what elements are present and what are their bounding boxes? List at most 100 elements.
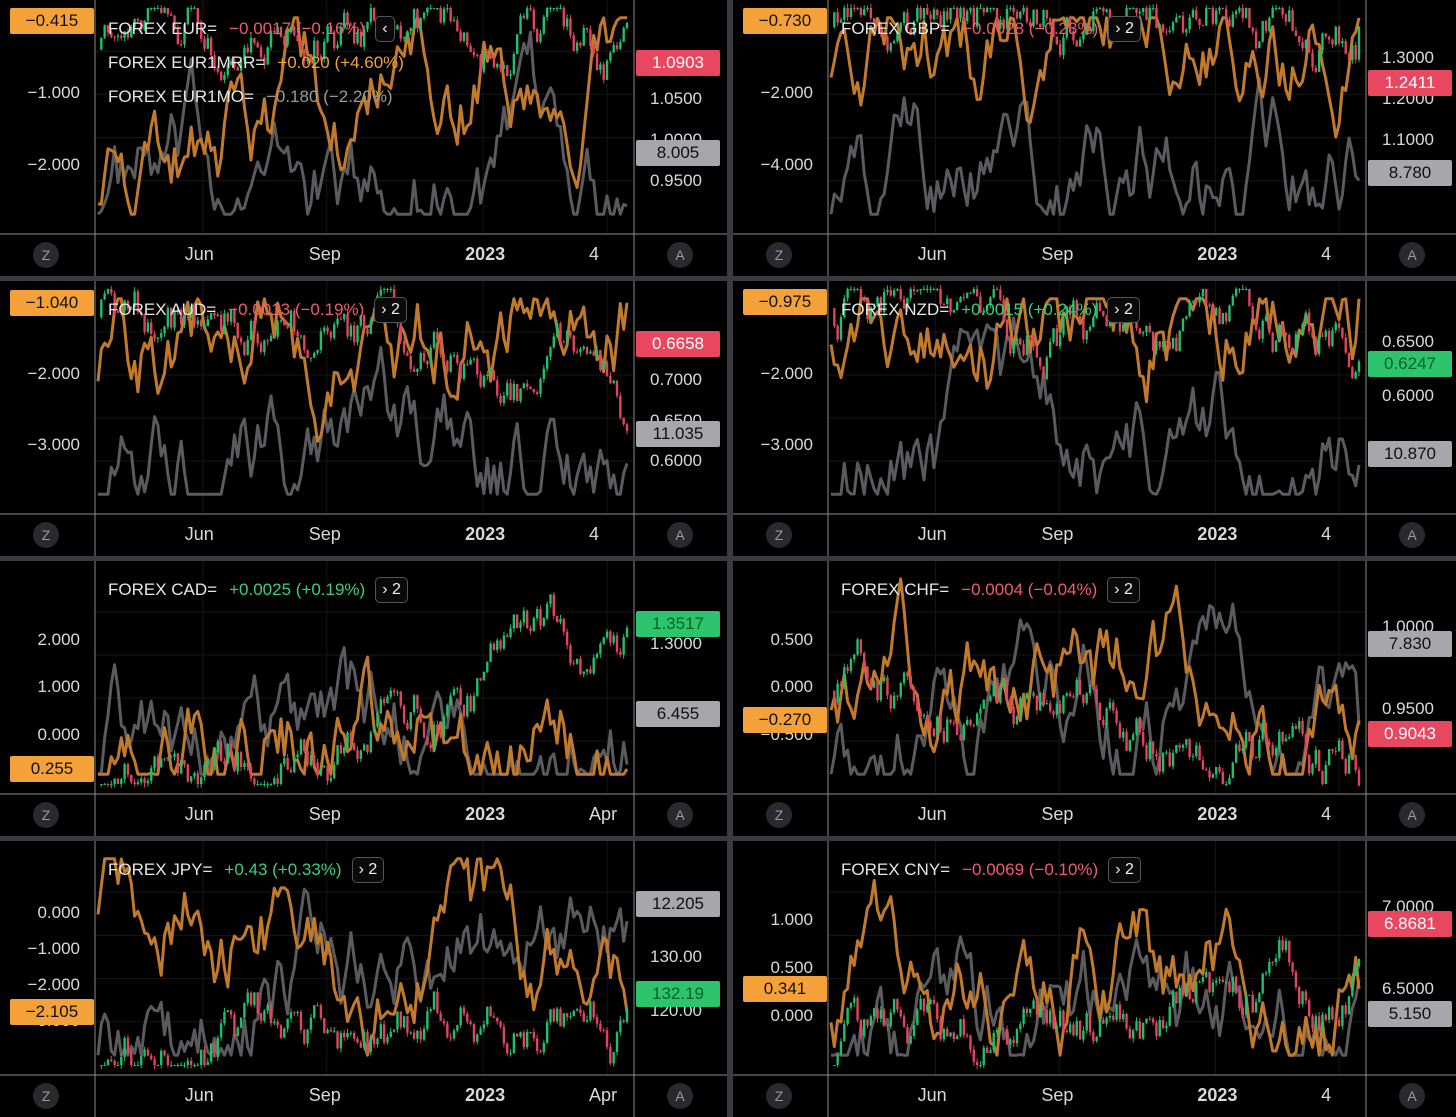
candle-body bbox=[1039, 692, 1042, 711]
candle-body bbox=[486, 661, 489, 672]
left-axis-mode-button[interactable]: Z bbox=[766, 802, 792, 828]
candle-body bbox=[1045, 1010, 1049, 1024]
expand-legend-button[interactable]: › 2 bbox=[1108, 16, 1141, 42]
candle-body bbox=[409, 712, 412, 729]
right-axis-auto-button[interactable]: A bbox=[1399, 1083, 1425, 1109]
candle-body bbox=[896, 31, 899, 42]
x-tick-label: 2023 bbox=[465, 524, 506, 544]
candle-body bbox=[382, 289, 386, 290]
collapse-legend-button[interactable]: ‹ bbox=[375, 16, 395, 42]
candle-body bbox=[989, 1050, 992, 1053]
right-axis-auto-button[interactable]: A bbox=[1399, 522, 1425, 548]
gray-price-tag: 11.035 bbox=[636, 421, 720, 447]
symbol-change: −0.0013 (−0.19%) bbox=[228, 300, 365, 319]
right-axis-auto-button[interactable]: A bbox=[667, 1083, 693, 1109]
legend-row[interactable]: FOREX EUR= −0.0017 (−0.16%) ‹ bbox=[108, 12, 414, 46]
candle-body bbox=[426, 737, 429, 745]
candle-body bbox=[1298, 721, 1301, 729]
candle-body bbox=[1088, 326, 1092, 331]
expand-legend-button[interactable]: › 2 bbox=[1108, 857, 1141, 883]
chart-pane[interactable]: 1.000 0.500 0.000 7.0000 6.5000 Jun Sep 2023 4 Z A… bbox=[733, 841, 1456, 1117]
legend-row[interactable]: FOREX GBP= −0.0028 (−0.23%) › 2 bbox=[841, 12, 1141, 46]
left-axis-mode-button[interactable]: Z bbox=[33, 1083, 59, 1109]
chart-pane[interactable]: 2.000 1.000 0.000 1.3000 Jun Sep 2023 Apr Z A 0.25… bbox=[0, 561, 727, 836]
candle-body bbox=[866, 1019, 869, 1026]
legend-row[interactable]: FOREX CAD= +0.0025 (+0.19%) › 2 bbox=[108, 573, 408, 607]
x-tick-label: Jun bbox=[184, 244, 214, 264]
left-axis-mode-button[interactable]: Z bbox=[33, 522, 59, 548]
candle-body bbox=[249, 992, 253, 1005]
right-axis-auto-button[interactable]: A bbox=[667, 802, 693, 828]
candle-body bbox=[582, 671, 585, 675]
right-axis-auto-button[interactable]: A bbox=[1399, 242, 1425, 268]
candle-body bbox=[856, 639, 859, 655]
chart-pane[interactable]: −2.000−4.0001.30001.20001.10001.0000JunS… bbox=[733, 0, 1456, 276]
candle-body bbox=[1211, 305, 1215, 316]
candle-body bbox=[516, 1033, 519, 1037]
legend-row[interactable]: FOREX EUR1MRR= +0.020 (+4.60%) bbox=[108, 46, 414, 80]
legend-row[interactable]: FOREX EUR1MO= −0.180 (−2.20%) bbox=[108, 80, 414, 114]
candle-body bbox=[133, 291, 136, 308]
candle-body bbox=[849, 659, 853, 672]
candle-body bbox=[902, 12, 906, 23]
candle-body bbox=[959, 8, 962, 19]
candle-body bbox=[1145, 325, 1148, 333]
right-axis-auto-button[interactable]: A bbox=[667, 242, 693, 268]
candle-body bbox=[1307, 39, 1311, 53]
candle-body bbox=[949, 298, 952, 313]
candle-body bbox=[1274, 8, 1278, 9]
legend-row[interactable]: FOREX AUD= −0.0013 (−0.19%) › 2 bbox=[108, 293, 407, 327]
candle-body bbox=[333, 31, 336, 49]
legend-row[interactable]: FOREX CHF= −0.0004 (−0.04%) › 2 bbox=[841, 573, 1140, 607]
candle-body bbox=[349, 1032, 353, 1034]
candle-body bbox=[399, 323, 402, 341]
candle-body bbox=[1105, 9, 1108, 12]
candle-body bbox=[226, 313, 229, 322]
right-axis-auto-button[interactable]: A bbox=[1399, 802, 1425, 828]
expand-legend-button[interactable]: › 2 bbox=[1107, 297, 1140, 323]
candle-body bbox=[333, 764, 336, 778]
candle-body bbox=[916, 8, 919, 22]
candle-body bbox=[1088, 1013, 1092, 1033]
candle-body bbox=[229, 1010, 233, 1015]
candle-body bbox=[279, 1025, 283, 1038]
candle-body bbox=[1165, 341, 1168, 343]
legend-row[interactable]: FOREX JPY= +0.43 (+0.33%) › 2 bbox=[108, 853, 385, 887]
expand-legend-button[interactable]: › 2 bbox=[1107, 577, 1140, 603]
chart-pane[interactable]: −2.000−3.0000.75000.70000.65000.6000JunS… bbox=[0, 281, 727, 556]
candle-body bbox=[846, 8, 849, 18]
expand-legend-button[interactable]: › 2 bbox=[374, 297, 407, 323]
candle-body bbox=[219, 741, 223, 762]
legend-row[interactable]: FOREX NZD= +0.0015 (+0.24%) › 2 bbox=[841, 293, 1140, 327]
chart-pane[interactable]: −2.000−3.0000.65000.60000.5500JunSep2023… bbox=[733, 281, 1456, 556]
candle-body bbox=[189, 1060, 193, 1065]
right-axis-auto-button[interactable]: A bbox=[667, 522, 693, 548]
candle-body bbox=[625, 22, 629, 28]
legend-row[interactable]: FOREX CNY= −0.0069 (−0.10%) › 2 bbox=[841, 853, 1141, 887]
chart-pane[interactable]: 0.000−1.000−2.000−3.000140.00130.00120.0… bbox=[0, 841, 727, 1117]
left-axis-mode-button[interactable]: Z bbox=[33, 802, 59, 828]
left-axis-mode-button[interactable]: Z bbox=[33, 242, 59, 268]
gray-price-tag: 6.455 bbox=[636, 701, 720, 727]
expand-legend-button[interactable]: › 2 bbox=[375, 577, 408, 603]
candle-body bbox=[382, 1024, 386, 1043]
candle-body bbox=[256, 333, 259, 344]
candle-body bbox=[299, 335, 303, 337]
chart-pane[interactable]: 0.500 0.000 −0.500 1.0000 0.9500 Jun Sep 2023 4 Z… bbox=[733, 561, 1456, 836]
expand-legend-button[interactable]: › 2 bbox=[351, 857, 385, 883]
chart-pane[interactable]: −1.000−2.0001.10001.05001.00000.9500JunS… bbox=[0, 0, 727, 276]
candle-body bbox=[995, 8, 999, 28]
left-axis-mode-button[interactable]: Z bbox=[766, 522, 792, 548]
gray-price-tag: 5.150 bbox=[1368, 1001, 1452, 1027]
candle-body bbox=[233, 61, 236, 68]
candle-body bbox=[1324, 331, 1327, 337]
candle-body bbox=[1234, 744, 1238, 763]
candle-body bbox=[1344, 1005, 1347, 1015]
candle-body bbox=[1241, 747, 1244, 751]
candle-body bbox=[619, 41, 622, 49]
symbol-label: FOREX CAD= bbox=[108, 580, 218, 599]
left-axis-mode-button[interactable]: Z bbox=[766, 1083, 792, 1109]
candle-body bbox=[1171, 22, 1175, 31]
left-axis-mode-button[interactable]: Z bbox=[766, 242, 792, 268]
candle-body bbox=[836, 683, 839, 703]
